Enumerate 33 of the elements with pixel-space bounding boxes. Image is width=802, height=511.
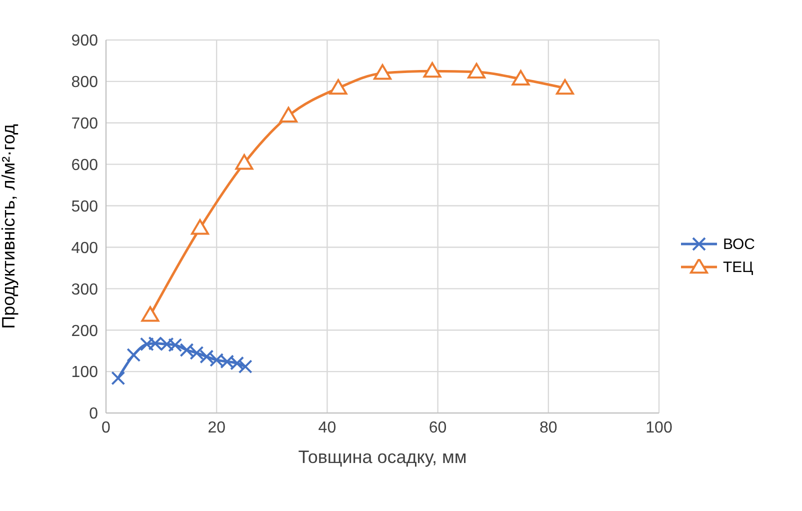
y-tick-label: 800 bbox=[71, 74, 98, 92]
point bbox=[141, 306, 160, 322]
point bbox=[329, 79, 348, 95]
point bbox=[556, 79, 574, 95]
legend-label: ВОС bbox=[723, 236, 756, 252]
y-tick-label: 900 bbox=[71, 32, 98, 50]
x-tick-label: 0 bbox=[102, 419, 111, 436]
point bbox=[111, 371, 126, 386]
x-tick-label: 20 bbox=[208, 419, 226, 436]
point bbox=[279, 106, 298, 122]
legend-label: ТЕЦ bbox=[723, 258, 754, 276]
y-tick-label: 200 bbox=[71, 322, 98, 340]
x-tick-label: 80 bbox=[540, 419, 558, 436]
x-tick-label: 60 bbox=[428, 419, 447, 436]
point bbox=[126, 348, 141, 362]
y-tick-label: 100 bbox=[71, 364, 98, 382]
x-axis-title: Товщина осадку, мм bbox=[298, 447, 467, 467]
x-tick-label: 40 bbox=[318, 419, 336, 436]
point bbox=[374, 64, 392, 80]
point bbox=[423, 62, 442, 78]
point bbox=[191, 219, 210, 235]
point bbox=[235, 154, 254, 170]
y-tick-label: 300 bbox=[71, 281, 98, 298]
point bbox=[512, 70, 530, 86]
y-tick-label: 500 bbox=[71, 198, 98, 216]
x-tick-label: 100 bbox=[646, 419, 672, 436]
y-tick-label: 700 bbox=[71, 116, 98, 133]
y-tick-label: 0 bbox=[89, 406, 98, 423]
point bbox=[468, 62, 486, 79]
y-tick-label: 600 bbox=[71, 157, 98, 174]
point bbox=[238, 360, 252, 374]
y-tick-label: 400 bbox=[71, 240, 98, 257]
y-axis-title: Продуктивність, л/м²·год bbox=[0, 124, 18, 329]
